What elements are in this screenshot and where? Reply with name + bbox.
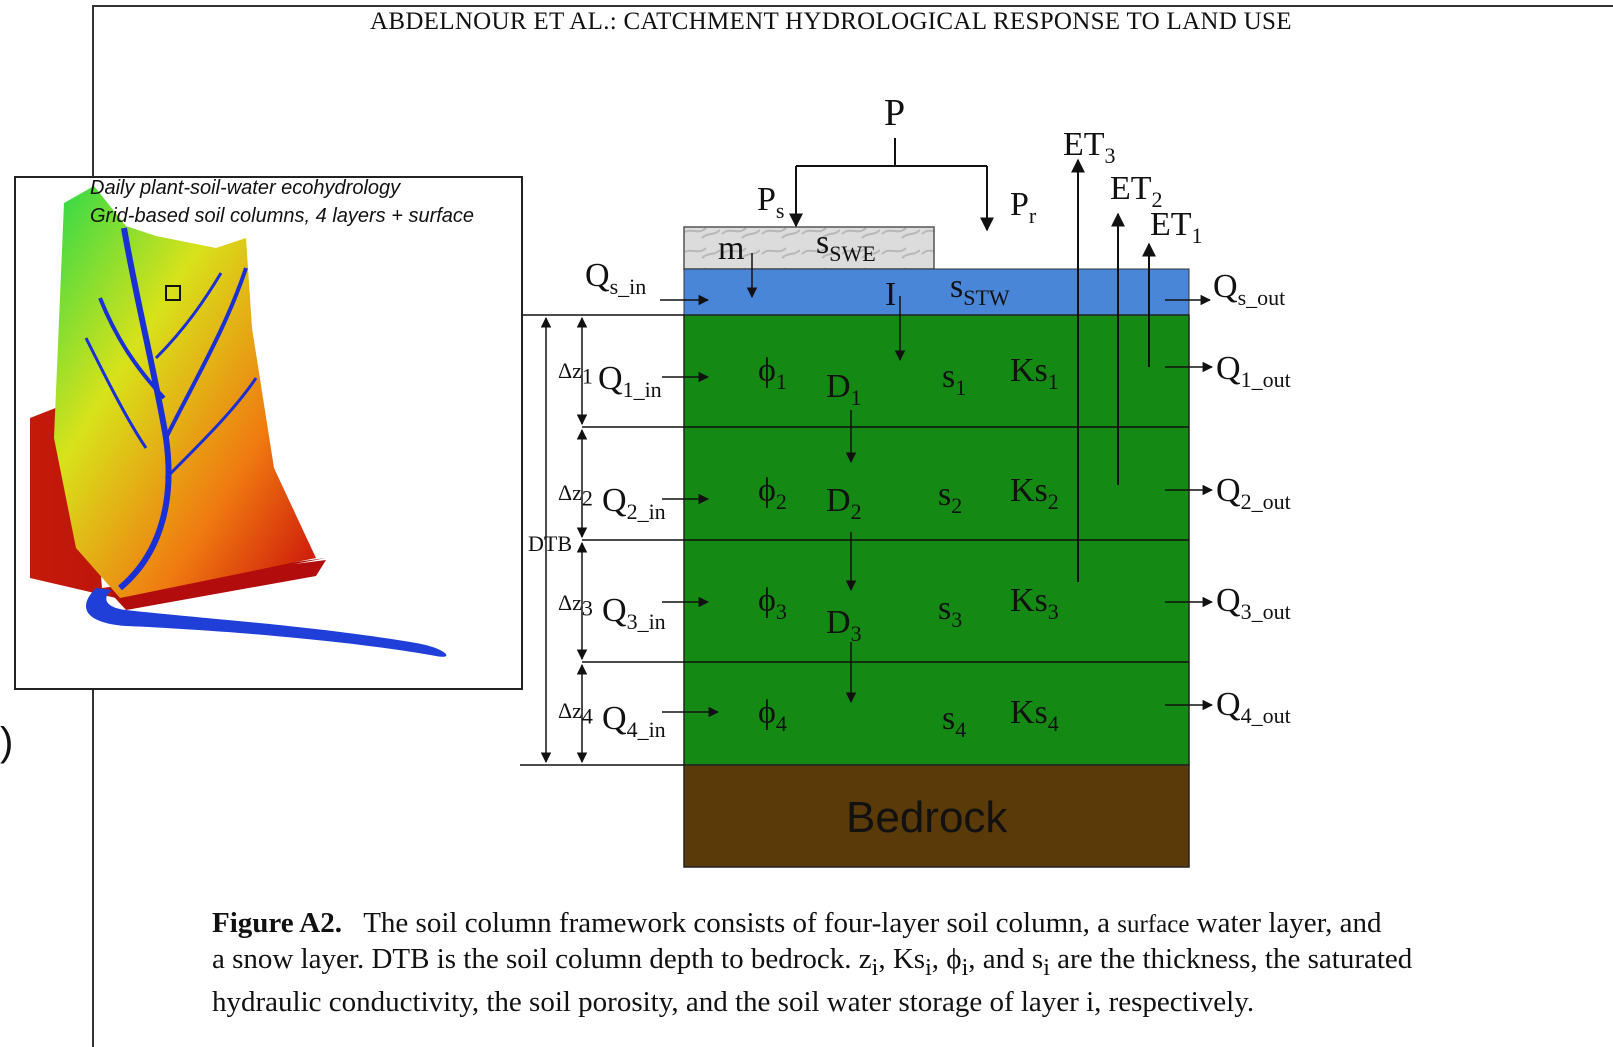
- caption-text-2: water layer, and: [1197, 907, 1382, 939]
- bedrock-label: Bedrock: [846, 793, 1007, 843]
- dtb-label: DTB: [528, 533, 572, 555]
- layer3-porosity-label: ϕ3: [758, 584, 787, 623]
- layer4-thickness-label: Δz4: [558, 700, 593, 727]
- layer4-inflow-label: Q4_in: [602, 702, 666, 741]
- layer4-outflow-label: Q4_out: [1216, 688, 1291, 727]
- layer1-porosity-label: ϕ1: [758, 354, 787, 393]
- caption-small-word: surface: [1117, 911, 1189, 938]
- surface-outflow-label: Qs_out: [1213, 270, 1285, 309]
- catchment-terrain-image: [16, 178, 521, 688]
- layer3-ks-label: Ks3: [1010, 584, 1059, 623]
- surface-storage-label: sSTW: [950, 270, 1010, 309]
- layer1-ks-label: Ks1: [1010, 354, 1059, 393]
- layer2-storage-label: s2: [938, 478, 962, 517]
- melt-label: m: [718, 232, 744, 266]
- figure-caption: Figure A2. The soil column framework con…: [212, 906, 1612, 1020]
- layer1-outflow-label: Q1_out: [1216, 352, 1291, 391]
- layer1-drainage-label: D1: [826, 370, 862, 409]
- layer4-storage-label: s4: [942, 702, 966, 741]
- layer3-drainage-label: D3: [826, 606, 862, 645]
- layer2-porosity-label: ϕ2: [758, 474, 787, 513]
- layer1-thickness-label: Δz1: [558, 360, 593, 387]
- layer2-inflow-label: Q2_in: [602, 484, 666, 523]
- et3-label: ET3: [1063, 128, 1116, 167]
- surface-water-layer: [684, 269, 1189, 315]
- snow-precip-label: Ps: [757, 183, 784, 222]
- infiltration-label: I: [885, 278, 896, 312]
- layer3-storage-label: s3: [938, 592, 962, 631]
- et1-label: ET1: [1150, 208, 1203, 247]
- layer2-thickness-label: Δz2: [558, 482, 593, 509]
- et2-label: ET2: [1110, 172, 1163, 211]
- caption-figure-label: Figure A2.: [212, 907, 342, 939]
- layer3-outflow-label: Q3_out: [1216, 584, 1291, 623]
- caption-line-2: a snow layer. DTB is the soil column dep…: [212, 942, 1612, 985]
- caption-line-3: hydraulic conductivity, the soil porosit…: [212, 985, 1612, 1020]
- layer4-ks-label: Ks4: [1010, 696, 1059, 735]
- layer2-outflow-label: Q2_out: [1216, 474, 1291, 513]
- precip-label: P: [884, 94, 905, 132]
- layer4-porosity-label: ϕ4: [758, 696, 787, 735]
- snow-storage-label: sSWE: [816, 226, 876, 265]
- layer1-storage-label: s1: [942, 360, 966, 399]
- caption-line-1: Figure A2. The soil column framework con…: [212, 906, 1612, 942]
- layer3-thickness-label: Δz3: [558, 592, 593, 619]
- layer2-drainage-label: D2: [826, 484, 862, 523]
- caption-text-1: The soil column framework consists of fo…: [363, 907, 1110, 939]
- inset-caption-line1: Daily plant-soil-water ecohydrology: [90, 177, 400, 200]
- rain-precip-label: Pr: [1010, 188, 1036, 227]
- layer1-inflow-label: Q1_in: [598, 362, 662, 401]
- layer2-ks-label: Ks2: [1010, 474, 1059, 513]
- layer3-inflow-label: Q3_in: [602, 594, 666, 633]
- surface-inflow-label: Qs_in: [585, 259, 646, 298]
- inset-caption-line2: Grid-based soil columns, 4 layers + surf…: [90, 205, 474, 228]
- catchment-inset: Daily plant-soil-water ecohydrology Grid…: [14, 176, 523, 690]
